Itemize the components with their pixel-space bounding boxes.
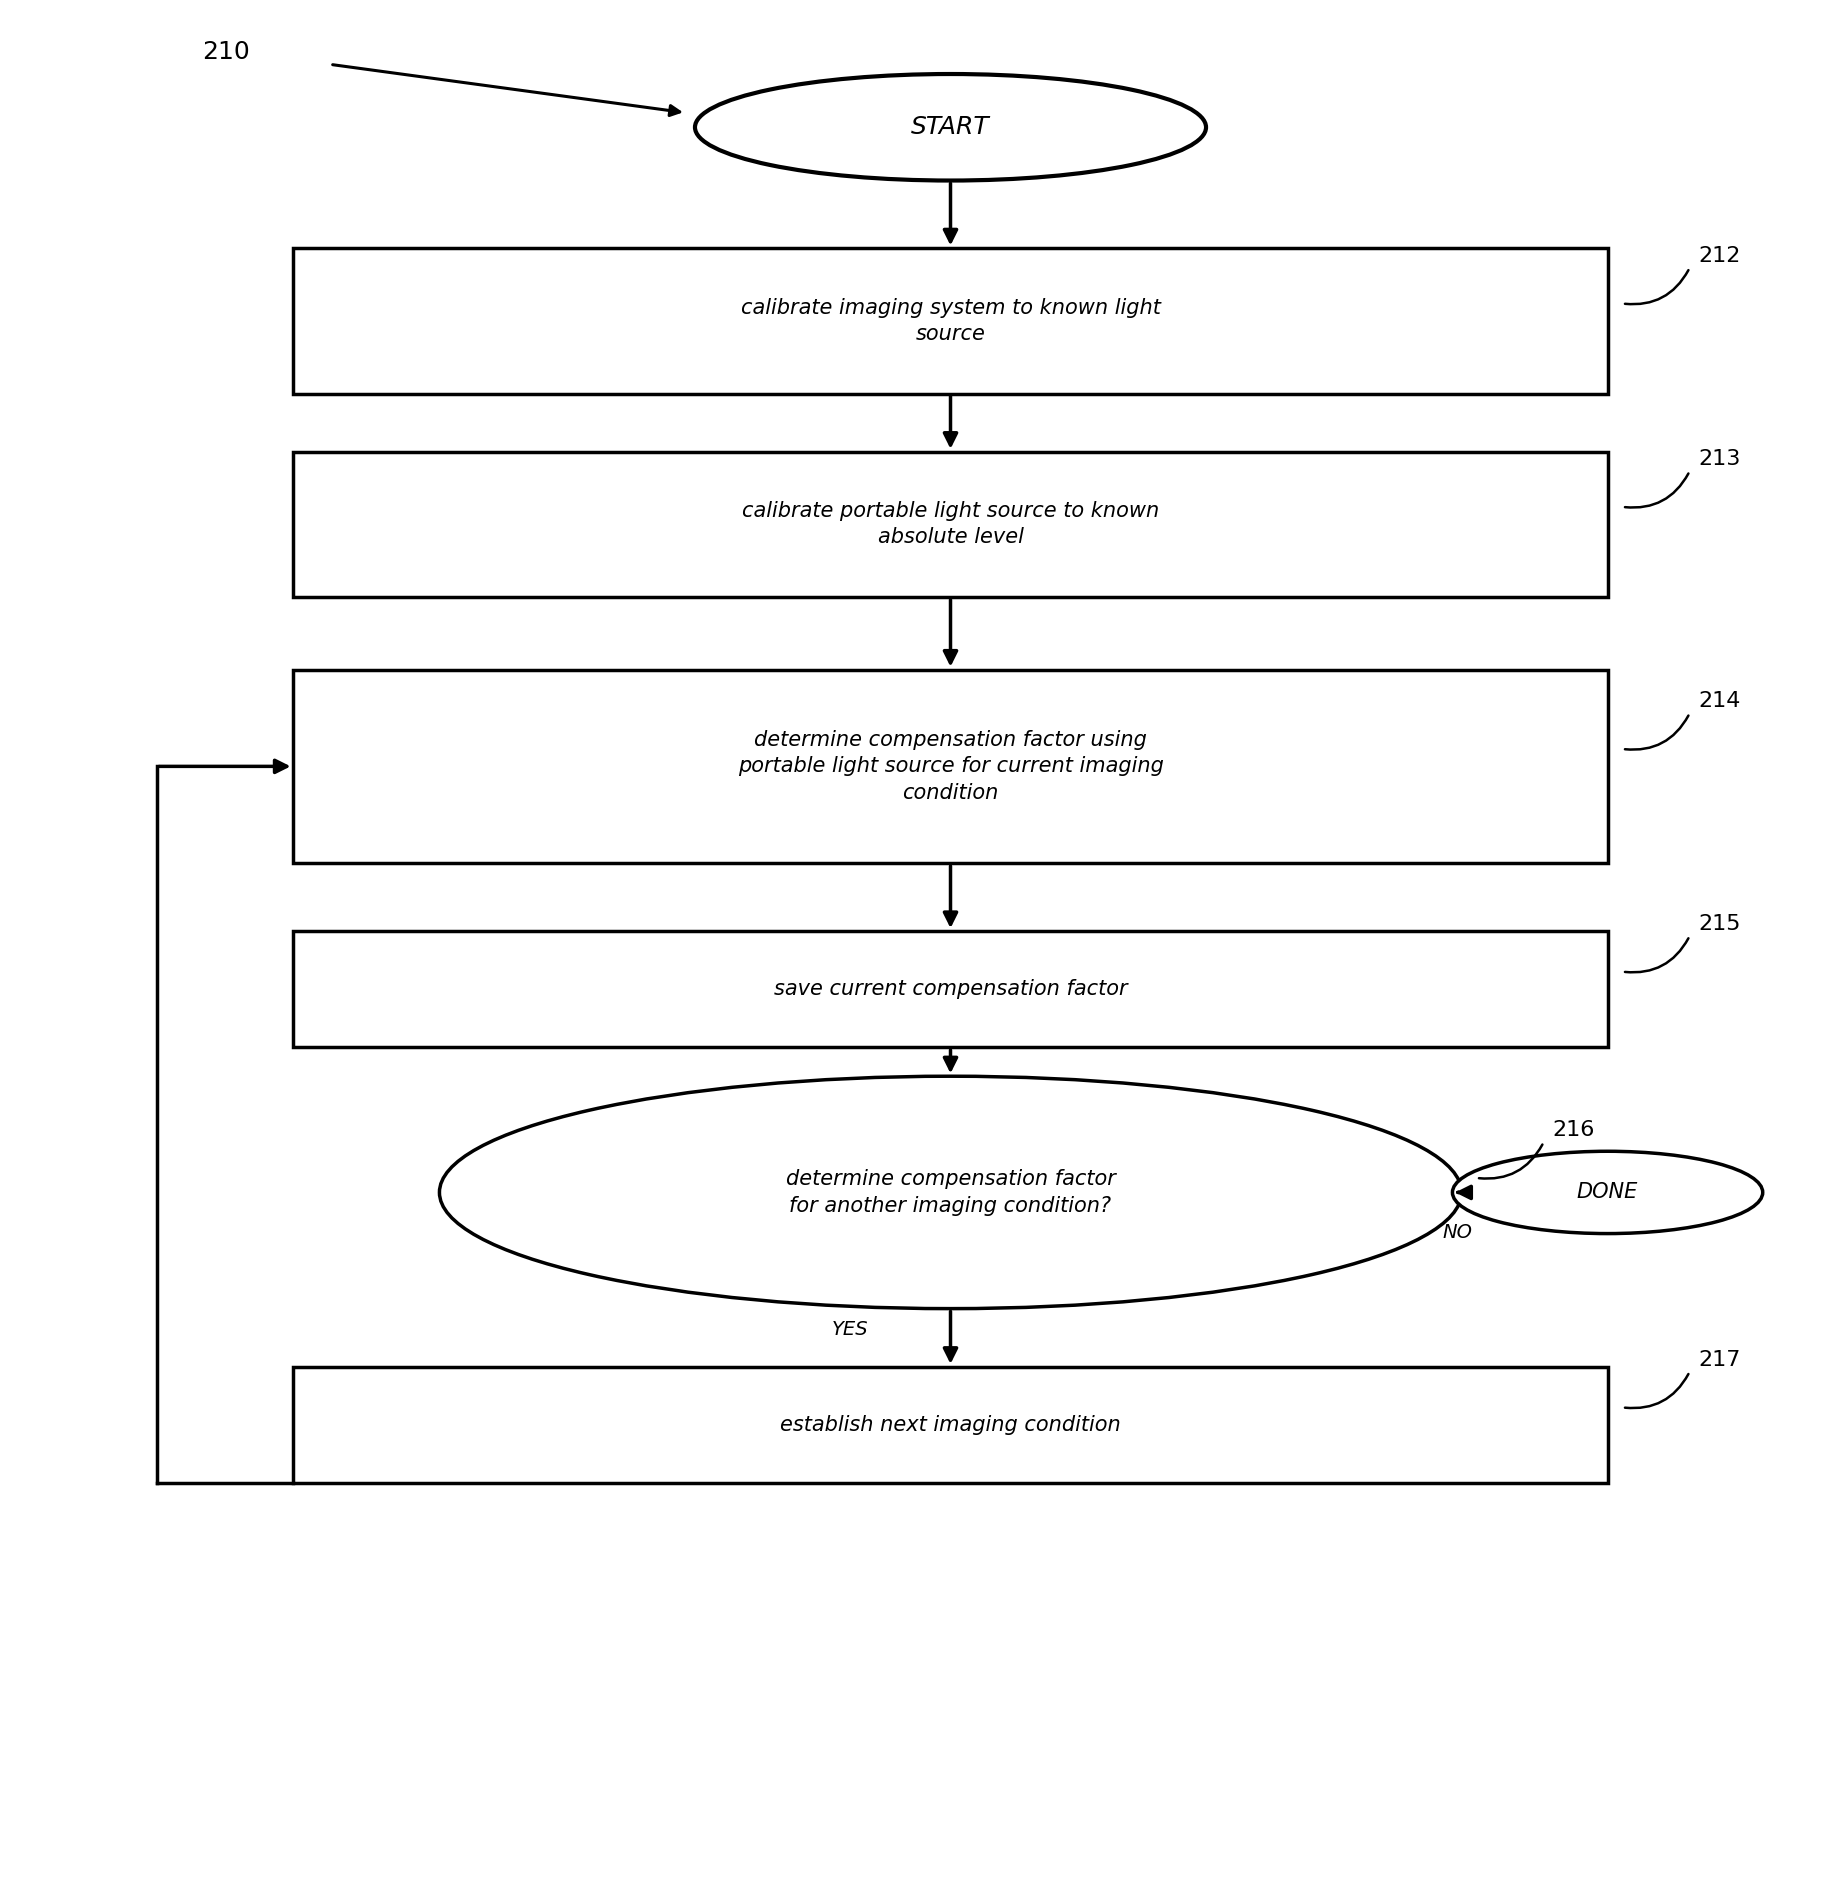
Text: determine compensation factor
for another imaging condition?: determine compensation factor for anothe… — [786, 1169, 1115, 1216]
FancyBboxPatch shape — [294, 1367, 1607, 1483]
Text: 215: 215 — [1698, 913, 1742, 934]
Text: save current compensation factor: save current compensation factor — [773, 980, 1128, 998]
Ellipse shape — [1453, 1152, 1762, 1233]
FancyBboxPatch shape — [294, 669, 1607, 862]
Text: determine compensation factor using
portable light source for current imaging
co: determine compensation factor using port… — [737, 730, 1163, 804]
Text: 212: 212 — [1698, 246, 1742, 267]
Text: 217: 217 — [1698, 1350, 1742, 1369]
FancyBboxPatch shape — [294, 452, 1607, 598]
Text: calibrate imaging system to known light
source: calibrate imaging system to known light … — [740, 297, 1161, 344]
Text: YES: YES — [832, 1320, 868, 1339]
Ellipse shape — [695, 74, 1206, 180]
Text: DONE: DONE — [1578, 1182, 1638, 1203]
Text: establish next imaging condition: establish next imaging condition — [781, 1414, 1121, 1435]
Text: 213: 213 — [1698, 448, 1742, 469]
FancyBboxPatch shape — [294, 248, 1607, 393]
Text: 210: 210 — [203, 40, 250, 64]
Ellipse shape — [439, 1076, 1462, 1309]
Text: 216: 216 — [1552, 1119, 1596, 1140]
FancyBboxPatch shape — [294, 930, 1607, 1048]
Text: calibrate portable light source to known
absolute level: calibrate portable light source to known… — [742, 501, 1159, 548]
Text: NO: NO — [1442, 1223, 1472, 1242]
Text: 214: 214 — [1698, 692, 1742, 711]
Text: START: START — [910, 115, 989, 140]
